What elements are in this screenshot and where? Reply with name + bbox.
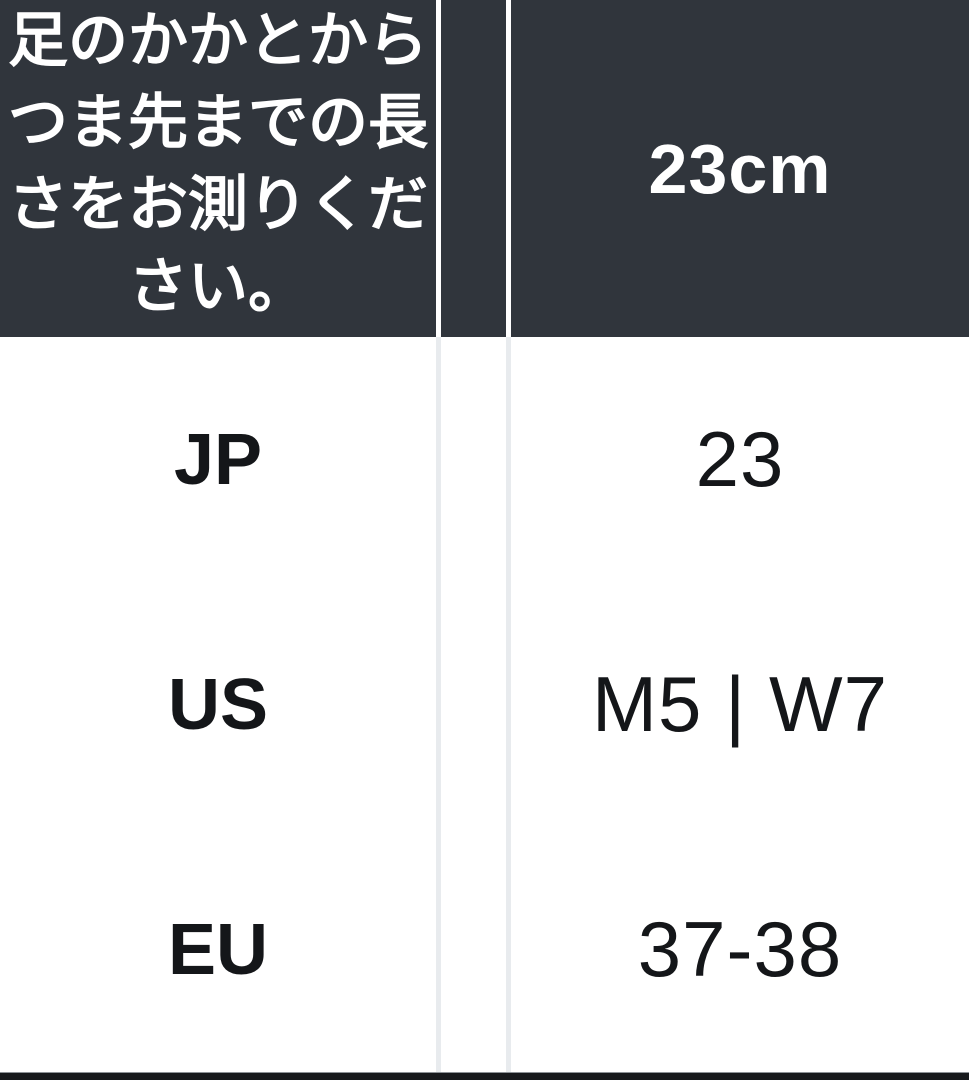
column-divider <box>436 0 441 337</box>
size-column-header-cell: 23cm <box>511 0 969 337</box>
row-label-jp: JP <box>173 419 263 500</box>
column-divider <box>436 337 441 582</box>
measure-instruction-cell: 足のかかとから つま先までの長 さをお測りくだ さい。 <box>0 0 436 337</box>
column-divider <box>506 827 511 1072</box>
row-value-eu: 37-38 <box>637 905 843 993</box>
column-divider <box>506 582 511 827</box>
row-value-us: M5 | W7 <box>592 660 888 748</box>
column-divider <box>506 337 511 582</box>
header-spacer-cell <box>441 0 506 337</box>
spacer-cell <box>441 582 506 827</box>
column-divider <box>506 0 511 337</box>
table-row-jp-value-cell: 23 <box>511 337 969 582</box>
column-divider <box>436 827 441 1072</box>
row-label-eu: EU <box>167 909 269 990</box>
column-divider <box>436 582 441 827</box>
row-label-us: US <box>167 664 269 745</box>
spacer-cell <box>441 827 506 1072</box>
table-row-us-value-cell: M5 | W7 <box>511 582 969 827</box>
table-row-eu-value-cell: 37-38 <box>511 827 969 1072</box>
table-row-jp-label-cell: JP <box>0 337 436 582</box>
table-row-eu-label-cell: EU <box>0 827 436 1072</box>
spacer-cell <box>441 337 506 582</box>
size-column-header-label: 23cm <box>648 129 832 208</box>
row-value-jp: 23 <box>695 415 785 503</box>
measure-instruction-text: 足のかかとから つま先までの長 さをお測りくだ さい。 <box>8 6 428 320</box>
image-bottom-edge-band <box>0 1072 969 1080</box>
table-row-us-label-cell: US <box>0 582 436 827</box>
